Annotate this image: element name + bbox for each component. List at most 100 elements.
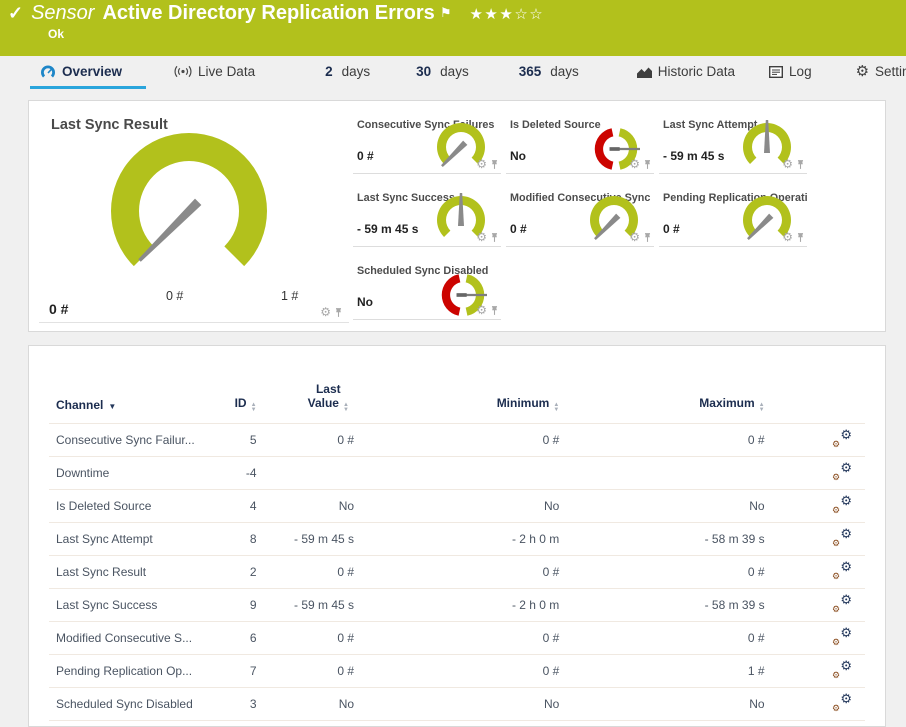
priority-flag-icon: ⚑	[439, 5, 452, 20]
column-header-id[interactable]: ID ▲ ▼	[234, 396, 257, 413]
table-row[interactable]: Last Sync Success 9 - 59 m 45 s - 2 h 0 …	[49, 588, 865, 622]
gauge-chart	[441, 274, 487, 316]
sort-icon: ▲ ▼	[250, 402, 257, 413]
edit-channel-icon[interactable]: ⚙ ⚙	[832, 492, 852, 515]
last-value	[264, 456, 363, 490]
edit-channel-icon[interactable]: ⚙ ⚙	[832, 657, 852, 680]
gauge-needle	[441, 140, 468, 167]
pin-icon[interactable]	[643, 159, 652, 170]
edit-channel-icon[interactable]: ⚙ ⚙	[832, 558, 852, 581]
edit-channel-icon[interactable]: ⚙ ⚙	[832, 591, 852, 614]
pin-icon[interactable]	[490, 159, 499, 170]
gauge-needle	[764, 120, 770, 153]
maximum-value: 0 #	[567, 423, 773, 457]
pin-icon[interactable]	[490, 232, 499, 243]
gauge-settings-icon[interactable]: ⚙	[629, 230, 640, 244]
status-badge: Ok	[48, 27, 65, 41]
column-header-last-value[interactable]: Last Value ▲ ▼	[307, 382, 349, 413]
last-value: 0 #	[264, 621, 363, 655]
tab-overview[interactable]: Overview	[30, 64, 147, 89]
table-row[interactable]: Scheduled Sync Disabled 3 No No No ⚙ ⚙	[49, 687, 865, 721]
broadcast-icon	[174, 65, 192, 78]
tile-last-sync-attempt[interactable]: Last Sync Attempt - 59 m 45 s ⚙	[659, 101, 807, 174]
table-row[interactable]: Modified Consecutive S... 6 0 # 0 # 0 # …	[49, 621, 865, 655]
gauge-value: - 59 m 45 s	[357, 222, 419, 236]
table-row[interactable]: Last Sync Attempt 8 - 59 m 45 s - 2 h 0 …	[49, 522, 865, 556]
gauge-title: Last Sync Success	[357, 192, 455, 204]
pin-icon[interactable]	[643, 232, 652, 243]
channel-name[interactable]: Modified Consecutive S...	[49, 621, 216, 655]
channel-name[interactable]: Last Sync Attempt	[49, 522, 216, 556]
channel-name[interactable]: Pending Replication Op...	[49, 654, 216, 688]
pin-icon[interactable]	[796, 159, 805, 170]
table-row[interactable]: Last Sync Result 2 0 # 0 # 0 # ⚙ ⚙	[49, 555, 865, 589]
tile-modified-consecutive-sync-failures[interactable]: Modified Consecutive Sync F... 0 # ⚙	[506, 174, 654, 247]
priority-stars[interactable]: ★★★☆☆	[469, 5, 544, 23]
channel-name[interactable]: Is Deleted Source	[49, 489, 216, 523]
tab-30-days[interactable]: 30 days	[416, 64, 469, 88]
tile-scheduled-sync-disabled[interactable]: Scheduled Sync Disabled No ⚙	[353, 247, 501, 320]
minimum-value: No	[362, 687, 568, 721]
tab-2-days[interactable]: 2 days	[325, 64, 370, 88]
column-header-channel[interactable]: Channel ▼	[56, 398, 117, 412]
table-header-row: Channel ▼ ID ▲ ▼ Last Value ▲ ▼ Minimum ▲ ▼ Maxi…	[49, 382, 865, 424]
column-header-minimum[interactable]: Minimum ▲ ▼	[496, 396, 560, 413]
last-value: 0 #	[264, 423, 363, 457]
page-title: Active Directory Replication Errors	[102, 2, 435, 24]
tile-is-deleted-source[interactable]: Is Deleted Source No ⚙	[506, 101, 654, 174]
maximum-value: No	[567, 687, 773, 721]
gauge-icon	[41, 65, 55, 77]
gauge-settings-icon[interactable]: ⚙	[782, 157, 793, 171]
pin-icon[interactable]	[334, 307, 343, 318]
tab-number: 2	[325, 64, 333, 79]
tab-number: 365	[518, 64, 542, 79]
edit-channel-icon[interactable]: ⚙ ⚙	[832, 690, 852, 713]
gauge-settings-icon[interactable]: ⚙	[782, 230, 793, 244]
gauge-settings-icon[interactable]: ⚙	[476, 230, 487, 244]
channel-name[interactable]: Consecutive Sync Failur...	[49, 423, 216, 457]
primary-channel-gauge[interactable]: Last Sync Result 0 # 1 # 0 # ⚙	[39, 101, 349, 323]
minimum-value: No	[362, 489, 568, 523]
minimum-value: 0 #	[362, 423, 568, 457]
channel-name[interactable]: Scheduled Sync Disabled	[49, 687, 216, 721]
gauge-settings-icon[interactable]: ⚙	[320, 305, 331, 319]
edit-channel-icon[interactable]: ⚙ ⚙	[832, 525, 852, 548]
table-row[interactable]: Is Deleted Source 4 No No No ⚙ ⚙	[49, 489, 865, 523]
column-header-maximum[interactable]: Maximum ▲ ▼	[699, 396, 765, 413]
tile-last-sync-success[interactable]: Last Sync Success - 59 m 45 s ⚙	[353, 174, 501, 247]
minimum-value: 0 #	[362, 654, 568, 688]
pin-icon[interactable]	[796, 232, 805, 243]
gauge-title: Is Deleted Source	[510, 119, 601, 131]
tab-label: Log	[789, 64, 812, 79]
gauge-settings-icon[interactable]: ⚙	[629, 157, 640, 171]
gauge-settings-icon[interactable]: ⚙	[476, 303, 487, 317]
channel-name[interactable]: Last Sync Success	[49, 588, 216, 622]
gauge-title: Scheduled Sync Disabled	[357, 265, 489, 277]
edit-channel-icon[interactable]: ⚙ ⚙	[832, 459, 852, 482]
channel-id: -4	[215, 456, 265, 490]
tile-pending-replication-operations[interactable]: Pending Replication Operatio... 0 # ⚙	[659, 174, 807, 247]
table-row[interactable]: Pending Replication Op... 7 0 # 0 # 1 # …	[49, 654, 865, 688]
pin-icon[interactable]	[490, 305, 499, 316]
channel-name[interactable]: Last Sync Result	[49, 555, 216, 589]
last-value: 0 #	[264, 654, 363, 688]
edit-channel-icon[interactable]: ⚙ ⚙	[832, 624, 852, 647]
tab-historic-data[interactable]: Historic Data	[636, 64, 736, 88]
gauge-settings-icon[interactable]: ⚙	[476, 157, 487, 171]
gauge-value: No	[357, 295, 373, 309]
edit-channel-icon[interactable]: ⚙ ⚙	[832, 426, 852, 449]
table-row[interactable]: Consecutive Sync Failur... 5 0 # 0 # 0 #…	[49, 423, 865, 457]
tile-consecutive-sync-failures[interactable]: Consecutive Sync Failures 0 # ⚙	[353, 101, 501, 174]
tab-365-days[interactable]: 365 days	[519, 64, 579, 88]
tab-label: Historic Data	[657, 64, 736, 79]
table-row[interactable]: Downtime -4 ⚙ ⚙	[49, 456, 865, 490]
channel-id: 4	[215, 489, 265, 523]
tab-settings[interactable]: ⚙ Settings	[856, 64, 906, 88]
maximum-value: 0 #	[567, 621, 773, 655]
tab-live-data[interactable]: Live Data	[174, 64, 255, 88]
channel-name[interactable]: Downtime	[49, 456, 216, 490]
gauges-panel: Last Sync Result 0 # 1 # 0 # ⚙ Consecuti…	[28, 100, 886, 332]
tab-log[interactable]: Log	[769, 64, 812, 88]
tab-bar: Overview Live Data 2 days 30 days 365 da…	[0, 64, 906, 89]
channel-id: 7	[215, 654, 265, 688]
